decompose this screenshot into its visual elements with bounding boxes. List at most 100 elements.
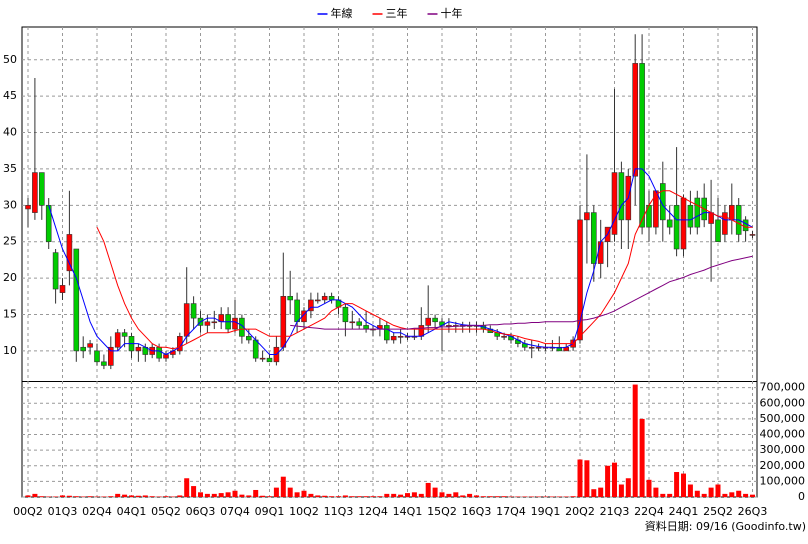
volume-bar — [253, 490, 258, 497]
volume-bar — [226, 492, 231, 497]
volume-bar — [184, 478, 189, 497]
candle-body — [426, 318, 431, 325]
candle-body — [26, 205, 31, 209]
footer: 資料日期: 09/16 (Goodinfo.tw) — [645, 519, 806, 533]
volume-bar — [398, 495, 403, 497]
volume-tick-label: 500,000 — [760, 412, 806, 425]
volume-bar — [239, 495, 244, 497]
candle-body — [74, 249, 79, 351]
legend-label: 三年 — [386, 6, 408, 20]
volume-bar — [150, 496, 155, 497]
candle-body — [191, 304, 196, 319]
candle-body — [536, 347, 541, 348]
volume-bar — [308, 494, 313, 497]
volume-bar — [578, 460, 583, 497]
volume-bar — [502, 496, 507, 497]
x-tick-label: 14Q1 — [393, 505, 423, 518]
candle-body — [115, 333, 120, 348]
candle-body — [295, 300, 300, 322]
candle-body — [39, 173, 44, 206]
volume-bar — [357, 496, 362, 497]
x-tick-label: 11Q3 — [324, 505, 354, 518]
volume-bar — [426, 483, 431, 497]
volume-bar — [619, 485, 624, 497]
volume-bar — [288, 488, 293, 497]
candle-body — [157, 347, 162, 358]
volume-bar — [695, 491, 700, 497]
candle-body — [343, 307, 348, 322]
volume-bar — [467, 494, 472, 497]
candle-body — [640, 63, 645, 227]
candle-body — [67, 234, 72, 270]
x-tick-label: 17Q4 — [496, 505, 526, 518]
candle-body — [88, 344, 93, 348]
volume-bar — [605, 466, 610, 497]
candle-body — [315, 300, 320, 301]
candle-body — [329, 296, 334, 300]
candle-body — [709, 213, 714, 224]
candle-body — [750, 234, 755, 235]
volume-tick-label: 300,000 — [760, 443, 806, 456]
volume-bar — [295, 492, 300, 497]
volume-bar — [246, 495, 251, 497]
y-tick-label: 30 — [3, 198, 17, 211]
x-tick-label: 20Q2 — [565, 505, 595, 518]
volume-bar — [74, 496, 79, 497]
volume-bar — [205, 494, 210, 497]
x-tick-label: 25Q2 — [703, 505, 733, 518]
volume-bar — [612, 463, 617, 497]
volume-bar — [384, 494, 389, 497]
candle-body — [729, 205, 734, 220]
volume-tick-label: 100,000 — [760, 474, 806, 487]
x-tick-label: 22Q4 — [634, 505, 664, 518]
candle-body — [164, 355, 169, 359]
candle-body — [108, 347, 113, 365]
volume-bar — [709, 488, 714, 497]
volume-bar — [212, 494, 217, 497]
volume-bar — [736, 491, 741, 497]
volume-bar — [143, 495, 148, 497]
volume-bar — [391, 494, 396, 497]
volume-bar — [729, 492, 734, 497]
candle-body — [81, 347, 86, 351]
y-tick-label: 15 — [3, 307, 17, 320]
candle-body — [253, 340, 258, 358]
volume-bar — [108, 496, 113, 497]
candle-body — [529, 347, 534, 348]
volume-bar — [329, 496, 334, 497]
volume-bar — [722, 494, 727, 497]
volume-bar — [681, 474, 686, 497]
candle-body — [212, 322, 217, 323]
volume-bar — [495, 496, 500, 497]
x-tick-label: 07Q4 — [220, 505, 250, 518]
volume-bar — [453, 492, 458, 497]
volume-bar — [315, 495, 320, 497]
volume-bar — [419, 494, 424, 497]
y-tick-label: 45 — [3, 89, 17, 102]
candle-body — [288, 296, 293, 300]
volume-bar — [598, 488, 603, 497]
volume-bar — [129, 495, 134, 497]
volume-bar — [336, 496, 341, 497]
candle-body — [633, 63, 638, 176]
volume-bar — [371, 496, 376, 497]
volume-bar — [88, 496, 93, 497]
volume-bar — [364, 496, 369, 497]
candle-body — [667, 220, 672, 227]
volume-bar — [688, 485, 693, 497]
candle-body — [184, 304, 189, 337]
candle-body — [716, 220, 721, 242]
candle-body — [364, 325, 369, 329]
candle-body — [591, 213, 596, 264]
candle-body — [205, 322, 210, 326]
volume-bar — [647, 480, 652, 497]
candle-body — [433, 318, 438, 322]
volume-bar — [219, 493, 224, 497]
candle-body — [60, 285, 65, 292]
volume-bar — [653, 488, 658, 497]
candle-body — [101, 362, 106, 366]
x-tick-label: 19Q1 — [531, 505, 561, 518]
volume-bar — [446, 494, 451, 497]
volume-bar — [667, 494, 672, 497]
candle-body — [674, 205, 679, 249]
